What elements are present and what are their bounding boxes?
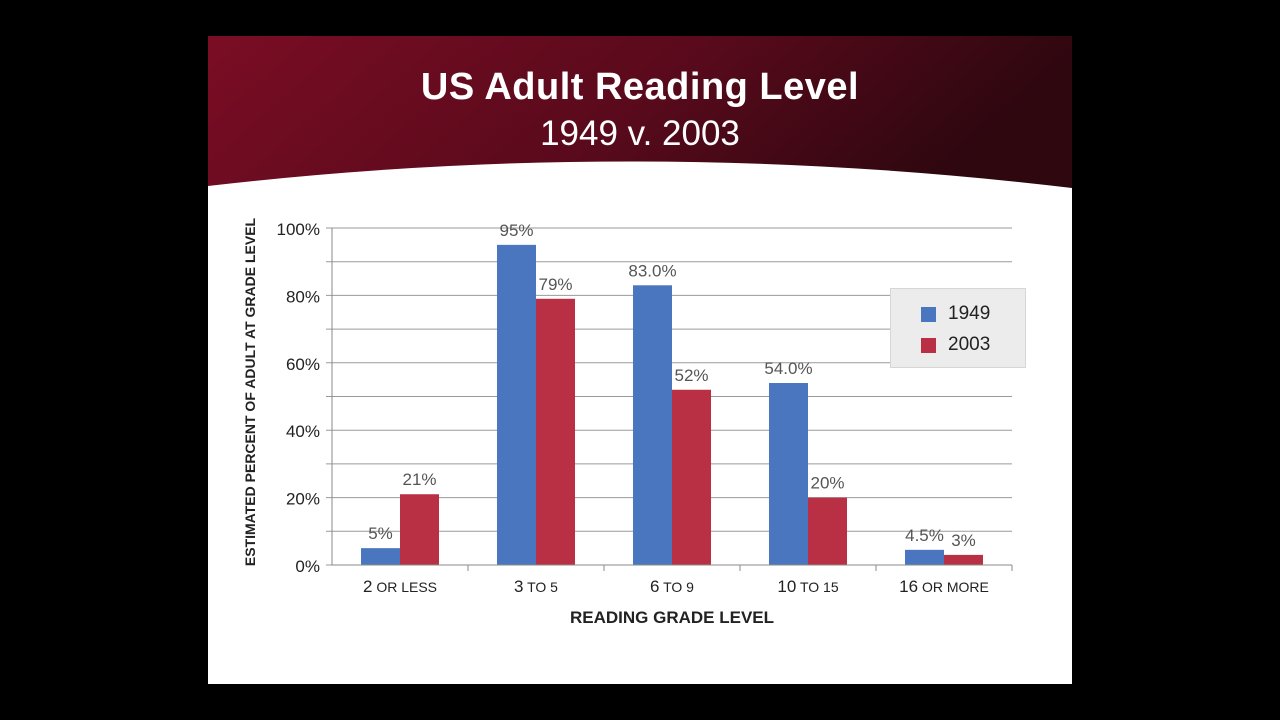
legend-item-2003: 2003: [921, 334, 990, 356]
bar-2003: [536, 298, 575, 565]
bar-1949: [497, 244, 536, 565]
bar-2003: [944, 554, 983, 565]
data-label-2003: 3%: [951, 531, 976, 550]
bar-2003: [808, 497, 847, 565]
bar-1949: [769, 383, 808, 565]
legend-label-1949: 1949: [948, 303, 991, 324]
data-label-2003: 21%: [402, 470, 436, 489]
legend: 1949 2003: [890, 288, 1026, 368]
data-label-2003: 79%: [538, 275, 572, 294]
y-tick-label: 20%: [286, 490, 320, 509]
bar-1949: [361, 548, 400, 565]
legend-item-1949: 1949: [921, 303, 990, 325]
x-tick-label: 10 TO 15: [777, 577, 838, 596]
x-tick-label: 2 OR LESS: [363, 577, 437, 596]
slide: US Adult Reading Level 1949 v. 2003 0% 20…: [208, 36, 1072, 684]
bar-2003: [400, 494, 439, 565]
data-label-2003: 52%: [674, 366, 708, 385]
y-tick-label: 80%: [286, 287, 320, 306]
y-tick-label: 100%: [277, 220, 320, 239]
header-banner: [208, 36, 1072, 188]
bar-1949: [633, 285, 672, 565]
x-axis-title: READING GRADE LEVEL: [570, 608, 774, 627]
y-axis-title: ESTIMATED PERCENT OF ADULT AT GRADE LEVE…: [242, 217, 258, 566]
chart-title: US Adult Reading Level: [420, 66, 860, 108]
bar-2003: [672, 389, 711, 565]
y-tick-label: 40%: [286, 422, 320, 441]
y-tick-label: 60%: [286, 355, 320, 374]
data-label-1949: 54.0%: [764, 359, 812, 378]
legend-swatch-2003: [921, 337, 936, 353]
bar-chart: 0% 20% 40% 60% 80% 100% 5% 21% 2 OR LESS 95% 79% 3 …: [242, 217, 1013, 627]
y-tick-label: 0%: [295, 557, 320, 576]
data-label-1949: 83.0%: [628, 261, 676, 280]
chart-subtitle: 1949 v. 2003: [540, 114, 740, 153]
data-label-1949: 5%: [368, 524, 393, 543]
legend-swatch-1949: [921, 306, 936, 322]
x-tick-label: 3 TO 5: [514, 577, 558, 596]
data-label-1949: 95%: [499, 221, 533, 240]
x-tick-label: 6 TO 9: [650, 577, 694, 596]
data-label-1949: 4.5%: [905, 526, 944, 545]
data-label-2003: 20%: [810, 474, 844, 493]
bar-1949: [905, 549, 944, 565]
x-tick-label: 16 OR MORE: [899, 577, 989, 596]
legend-label-2003: 2003: [948, 334, 991, 355]
